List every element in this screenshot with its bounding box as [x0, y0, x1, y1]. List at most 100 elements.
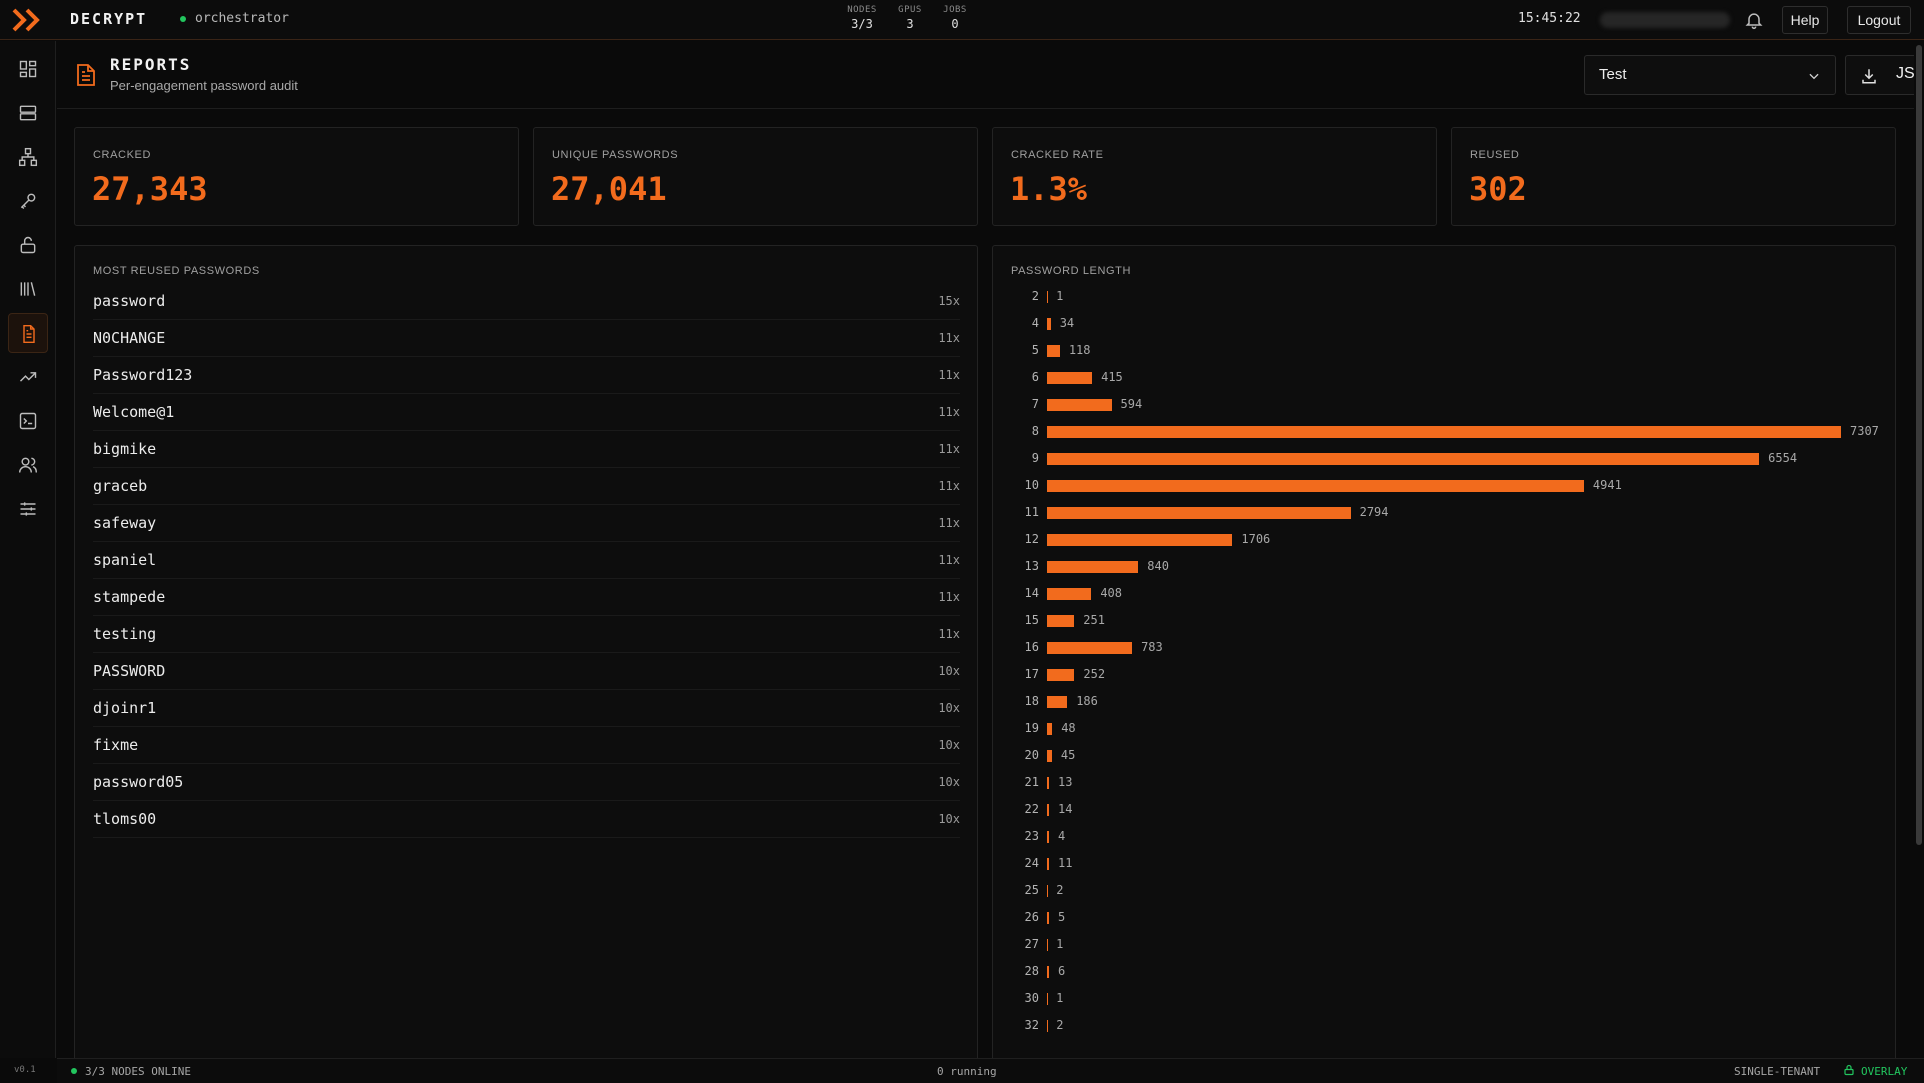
scrollbar-thumb[interactable] — [1916, 45, 1922, 845]
list-item: safeway 11x — [93, 505, 960, 542]
length-data-label: 34 — [1059, 316, 1075, 330]
length-bar — [1047, 696, 1068, 708]
sidebar-item-users[interactable] — [8, 445, 48, 485]
length-bar — [1047, 399, 1112, 411]
length-bar — [1047, 318, 1051, 330]
stat-nodes: NODES 3/3 — [842, 5, 882, 31]
stat-jobs: JOBS 0 — [940, 5, 970, 31]
reuse-count: 10x — [938, 738, 960, 752]
length-bar — [1047, 534, 1233, 546]
length-bar — [1047, 453, 1760, 465]
sidebar-item-keys[interactable] — [8, 181, 48, 221]
reused-password: bigmike — [93, 440, 157, 458]
export-json-button[interactable]: JSON — [1845, 55, 1924, 95]
help-button[interactable]: Help — [1782, 6, 1828, 34]
sidebar-item-dashboard[interactable] — [8, 49, 48, 89]
stat-jobs-value: 0 — [951, 17, 959, 31]
brand-name: DECRYPT — [70, 10, 148, 28]
length-tick-label: 18 — [1024, 694, 1039, 708]
length-tick-label: 16 — [1024, 640, 1039, 654]
length-bar — [1047, 831, 1049, 843]
length-bar-row: 13 840 — [993, 553, 1895, 580]
card-reused-label: REUSED — [1470, 149, 1520, 161]
list-item: Password123 11x — [93, 357, 960, 394]
length-bar — [1047, 588, 1092, 600]
length-bar-row: 25 2 — [993, 877, 1895, 904]
clock: 15:45:22 — [1518, 11, 1581, 26]
length-data-label: 4941 — [1592, 478, 1622, 492]
length-bar — [1047, 561, 1139, 573]
length-data-label: 415 — [1101, 370, 1123, 384]
page-header: REPORTS Per-engagement password audit Te… — [57, 41, 1924, 109]
length-tick-label: 10 — [1024, 478, 1039, 492]
reused-password: PASSWORD — [93, 662, 166, 680]
list-item: djoinr1 10x — [93, 690, 960, 727]
overlay-status: OVERLAY — [1861, 1065, 1908, 1078]
length-bar — [1047, 372, 1093, 384]
report-icon — [77, 64, 95, 86]
reused-password: stampede — [93, 588, 166, 606]
app-version: v0.1 — [14, 1065, 36, 1075]
length-tick-label: 26 — [1024, 910, 1039, 924]
reuse-count: 11x — [938, 553, 960, 567]
length-data-label: 1706 — [1241, 532, 1271, 546]
stat-nodes-value: 3/3 — [851, 17, 873, 31]
logo-icon[interactable] — [12, 8, 44, 32]
length-tick-label: 11 — [1024, 505, 1039, 519]
length-bar-row: 11 2794 — [993, 499, 1895, 526]
unlock-icon — [20, 236, 36, 254]
list-item: graceb 11x — [93, 468, 960, 505]
card-unique-label: UNIQUE PASSWORDS — [552, 149, 679, 161]
sidebar-item-reports[interactable] — [8, 313, 48, 353]
length-bar-row: 16 783 — [993, 634, 1895, 661]
length-bar — [1047, 669, 1075, 681]
reused-password: Welcome@1 — [93, 403, 175, 421]
card-cracked-rate: CRACKED RATE 1.3% — [992, 127, 1437, 226]
card-cracked: CRACKED 27,343 — [74, 127, 519, 226]
length-data-label: 840 — [1147, 559, 1169, 573]
length-data-label: 45 — [1060, 748, 1076, 762]
length-tick-label: 9 — [1031, 451, 1039, 465]
length-data-label: 2 — [1056, 1018, 1064, 1032]
bell-icon[interactable] — [1744, 10, 1764, 30]
sidebar-item-servers[interactable] — [8, 93, 48, 133]
sidebar-item-unlock[interactable] — [8, 225, 48, 265]
length-data-label: 5 — [1058, 910, 1066, 924]
logout-button[interactable]: Logout — [1847, 6, 1911, 34]
length-data-label: 408 — [1100, 586, 1123, 600]
length-bar — [1047, 858, 1049, 870]
trending-up-icon — [19, 372, 37, 382]
reuse-count: 11x — [938, 331, 960, 345]
engagement-select[interactable]: Test — [1584, 55, 1836, 95]
length-bar-row: 27 1 — [993, 931, 1895, 958]
list-item: password 15x — [93, 283, 960, 320]
length-bar-row: 20 45 — [993, 742, 1895, 769]
reuse-count: 11x — [938, 368, 960, 382]
card-cracked-value: 27,343 — [92, 170, 208, 208]
length-bar-row: 22 14 — [993, 796, 1895, 823]
length-bar-row: 7 594 — [993, 391, 1895, 418]
online-status-dot — [71, 1068, 77, 1074]
length-data-label: 251 — [1083, 613, 1105, 627]
reuse-count: 11x — [938, 405, 960, 419]
reuse-count: 11x — [938, 442, 960, 456]
list-item: bigmike 11x — [93, 431, 960, 468]
reused-panel-title: MOST REUSED PASSWORDS — [93, 265, 260, 277]
sidebar-item-network[interactable] — [8, 137, 48, 177]
sidebar-item-terminal[interactable] — [8, 401, 48, 441]
reuse-count: 10x — [938, 701, 960, 715]
sidebar-item-library[interactable] — [8, 269, 48, 309]
length-bar-row: 15 251 — [993, 607, 1895, 634]
reused-password: testing — [93, 625, 157, 643]
network-icon — [18, 147, 38, 167]
length-tick-label: 14 — [1024, 586, 1039, 600]
length-bar — [1047, 723, 1053, 735]
sidebar-item-analytics[interactable] — [8, 357, 48, 397]
nodes-online-status: 3/3 NODES ONLINE — [85, 1065, 191, 1078]
length-bar — [1047, 426, 1841, 438]
length-bar-row: 28 6 — [993, 958, 1895, 985]
list-item: stampede 11x — [93, 579, 960, 616]
node-name: orchestrator — [195, 11, 289, 26]
sidebar-item-settings[interactable] — [8, 489, 48, 529]
